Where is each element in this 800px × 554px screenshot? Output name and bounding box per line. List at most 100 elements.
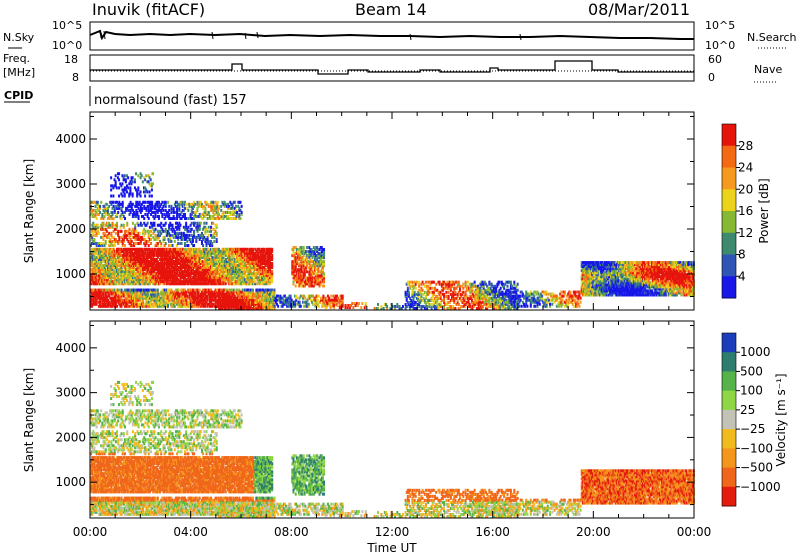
range-gate-cell [180,259,183,263]
range-gate-cell [172,233,175,237]
range-gate-cell [236,292,239,296]
range-gate-cell [176,288,179,292]
range-gate-cell [233,217,236,220]
range-gate-cell [169,239,172,243]
range-gate-cell [203,259,206,263]
range-gate-cell [241,257,244,261]
range-gate-cell [160,244,163,247]
range-gate-cell [221,280,224,284]
range-gate-cell [182,288,185,292]
range-gate-cell [216,264,219,268]
range-gate-cell [206,262,209,265]
range-gate-cell [128,264,131,268]
range-gate-cell [155,266,158,270]
range-gate-cell [206,255,209,259]
range-gate-cell [236,253,239,257]
range-gate-cell [152,274,155,278]
range-gate-cell [128,282,131,286]
range-gate-cell [212,274,215,278]
range-gate-cell [197,227,200,231]
range-gate-cell [194,262,197,265]
range-gate-cell [242,292,245,296]
range-gate-cell [130,272,133,276]
range-gate-cell [160,251,163,255]
range-gate-cell [92,251,95,255]
range-gate-cell [198,221,201,225]
range-gate-cell [247,302,250,306]
range-gate-cell [232,300,235,304]
range-gate-cell [93,282,96,286]
range-gate-cell [171,223,174,227]
range-gate-cell [147,239,150,243]
range-gate-cell [173,229,176,233]
range-gate-cell [111,262,114,265]
range-gate-cell [116,253,119,257]
station-title: Inuvik (fitACF) [92,0,206,19]
range-gate-cell [249,307,252,310]
range-gate-cell [127,270,130,274]
range-gate-cell [150,268,153,272]
range-gate-cell [189,276,192,280]
range-gate-cell [146,266,149,270]
range-gate-cell [278,298,281,302]
range-gate-cell [120,290,123,294]
range-gate-cell [134,282,137,286]
range-gate-cell [151,266,154,270]
range-gate-cell [193,300,196,304]
range-gate-cell [249,264,252,268]
range-gate-cell [253,255,256,259]
range-gate-cell [138,298,141,302]
range-gate-cell [168,294,171,298]
range-gate-cell [126,276,129,280]
range-gate-cell [174,225,177,229]
range-gate-cell [113,257,116,261]
range-gate-cell [136,262,139,265]
range-gate-cell [106,298,109,302]
range-gate-cell [181,251,184,255]
range-gate-cell [97,288,100,292]
range-gate-cell [196,225,199,229]
range-gate-cell [264,302,267,306]
range-gate-cell [93,237,96,241]
range-gate-cell [263,249,266,253]
range-gate-cell [113,253,116,257]
range-gate-cell [268,259,271,263]
range-gate-cell [160,300,163,304]
range-gate-cell [121,182,124,186]
range-gate-cell [179,217,182,220]
range-gate-cell [230,268,233,272]
range-gate-cell [120,266,123,270]
range-gate-cell [101,292,104,296]
range-gate-cell [150,249,153,253]
range-gate-cell [103,268,106,272]
range-gate-cell [234,302,237,306]
range-gate-cell [110,202,113,206]
range-gate-cell [179,266,182,270]
range-gate-cell [110,292,113,296]
range-gate-cell [179,255,182,259]
range-gate-cell [185,264,188,268]
range-gate-cell [113,264,116,268]
range-gate-cell [164,276,167,280]
range-gate-cell [91,251,94,255]
range-gate-cell [214,288,217,292]
range-gate-cell [187,247,190,251]
range-gate-cell [129,296,132,300]
range-gate-cell [96,223,99,227]
cpid-strip: CPID normalsound (fast) 157 [4,86,247,108]
range-gate-cell [216,300,219,304]
range-gate-cell [152,266,155,270]
range-gate-cell [180,249,183,253]
range-gate-cell [165,247,168,251]
range-gate-cell [237,251,240,255]
range-gate-cell [96,206,99,210]
range-gate-cell [247,294,250,298]
range-gate-cell [138,253,141,257]
range-gate-cell [110,268,113,272]
range-gate-cell [155,202,158,206]
range-gate-cell [119,182,122,186]
range-gate-cell [180,274,183,278]
range-gate-cell [207,280,210,284]
range-gate-cell [127,229,130,233]
range-gate-cell [130,298,133,302]
